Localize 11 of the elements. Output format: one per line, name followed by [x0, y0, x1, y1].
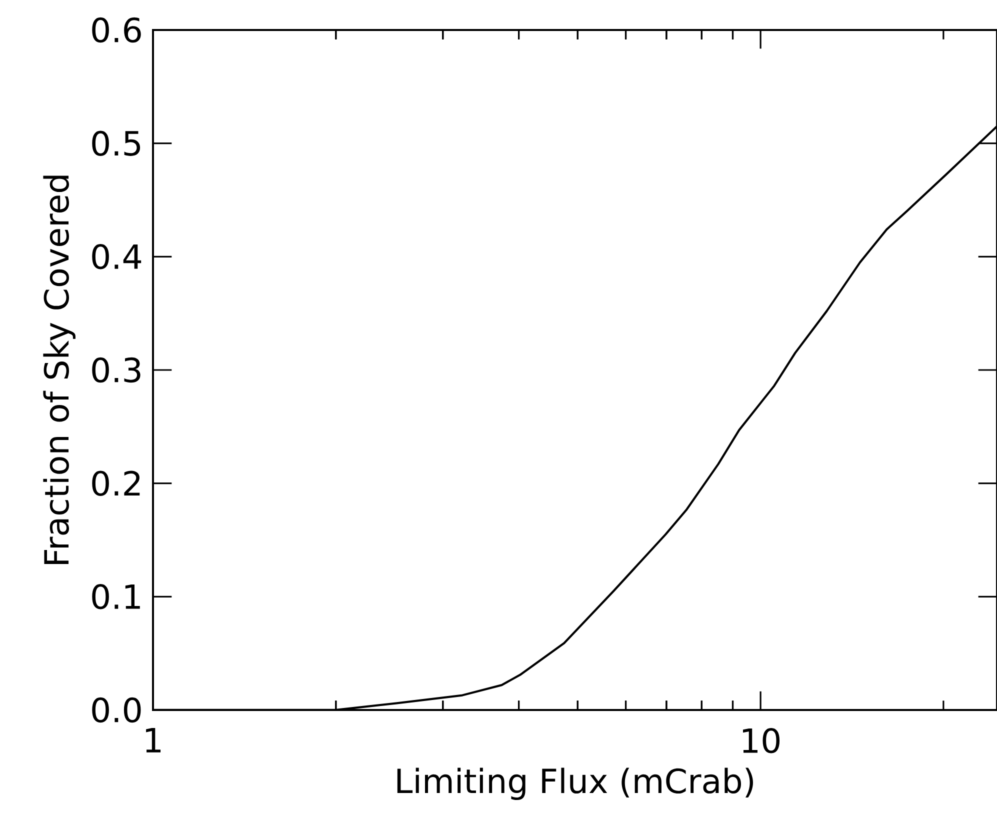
y-tick-label: 0.6 [92, 17, 141, 43]
y-tick-label: 0.2 [92, 470, 140, 496]
y-tick-label: 0.1 [92, 584, 140, 610]
y-tick-label: 0.3 [92, 357, 140, 383]
y-tick-label: 0.4 [92, 244, 142, 270]
x-axis-title: Limiting Flux (mCrab) [397, 768, 753, 800]
y-tick-label: 0.0 [92, 697, 141, 723]
y-tick-label: 0.5 [92, 130, 140, 156]
x-tick-label: 1 [146, 728, 161, 752]
y-axis-title: Fraction of Sky Covered [43, 176, 76, 564]
x-tick-label: 10 [743, 728, 780, 754]
